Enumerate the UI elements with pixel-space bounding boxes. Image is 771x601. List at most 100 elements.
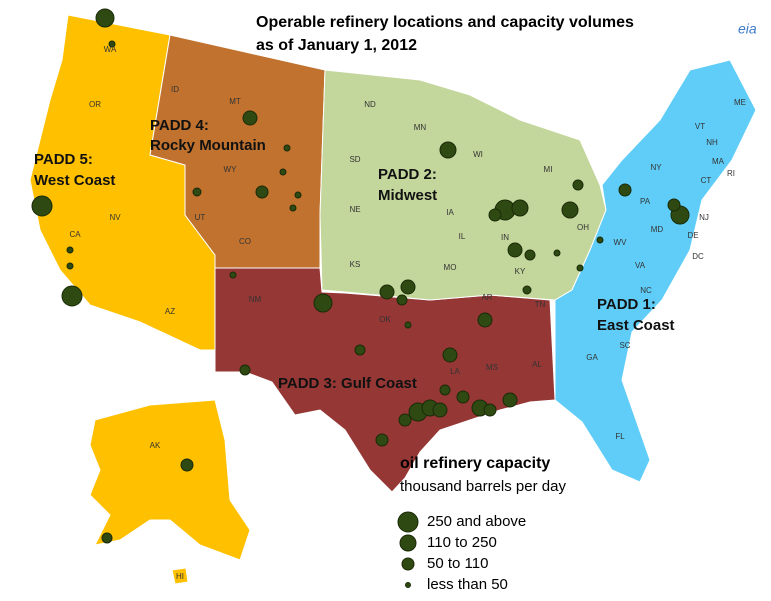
state-label: AZ [165,307,175,316]
state-label: ME [734,98,746,107]
refinery [522,285,532,295]
refinery [66,246,74,254]
refinery [439,384,451,396]
state-label: CO [239,237,251,246]
alaska [89,399,251,561]
refinery [511,199,529,217]
refinery [488,208,502,222]
refinery [375,433,389,447]
refinery [255,185,269,199]
refinery [379,284,395,300]
padd1-region [554,59,757,483]
state-label: PA [640,197,651,206]
state-label: NY [650,163,662,172]
refinery [289,204,297,212]
state-label: OK [379,315,391,324]
refineries [31,8,690,544]
state-label: WA [104,45,117,54]
regions [29,14,757,585]
logo: eia [738,21,757,37]
refinery [294,191,302,199]
state-label: VT [695,122,705,131]
state-label: MA [712,157,725,166]
refinery [242,110,258,126]
refinery [95,8,115,28]
state-label: OR [89,100,101,109]
refinery [239,364,251,376]
refinery [524,249,536,261]
state-label: NE [349,205,360,214]
refinery [502,392,518,408]
refinery [283,144,291,152]
refinery [313,293,333,313]
legend-symbol [405,582,411,588]
state-label: MO [444,263,457,272]
state-label: ID [171,85,179,94]
refinery [61,285,83,307]
refinery [432,402,448,418]
state-label: CA [69,230,81,239]
refinery [442,347,458,363]
state-label: WV [614,238,628,247]
state-label: AR [481,293,492,302]
refinery [507,242,523,258]
padd-label: PADD 4: [150,117,209,134]
legend-label: less than 50 [427,576,508,593]
state-label: HI [176,572,184,581]
legend: 250 and above 110 to 250 50 to 110 less tha… [427,513,526,593]
state-label: WY [224,165,238,174]
refinery [31,195,53,217]
refinery [477,312,493,328]
refinery [483,403,497,417]
state-label: SC [619,341,630,350]
state-label: KS [350,260,361,269]
state-label: IA [446,208,454,217]
legend-symbol [397,511,419,533]
state-label: ND [364,100,376,109]
legend-label: 250 and above [427,513,526,530]
legend-subtitle: thousand barrels per day [400,478,566,495]
state-label: NV [109,213,121,222]
state-label: LA [450,367,460,376]
state-label: AL [532,360,542,369]
refinery [229,271,237,279]
state-label: NJ [699,213,709,222]
refinery [576,264,584,272]
state-label: VA [635,261,646,270]
refinery [279,168,287,176]
refinery [180,458,194,472]
refinery [667,198,681,212]
state-label: GA [586,353,598,362]
refinery [192,187,202,197]
refinery [553,249,561,257]
padd-label: PADD 3: Gulf Coast [278,375,417,392]
refinery [354,344,366,356]
refinery [404,321,412,329]
padd-region: Rocky Mountain [150,137,266,154]
state-label: FL [615,432,625,441]
state-label: RI [727,169,735,178]
refinery [439,141,457,159]
refinery [561,201,579,219]
padd-region: East Coast [597,317,675,334]
padd-region: Midwest [378,187,437,204]
state-label: MD [651,225,664,234]
padd-label: PADD 5: [34,151,93,168]
state-label: IN [501,233,509,242]
refinery [618,183,632,197]
state-label: TN [535,300,546,309]
padd-label: PADD 1: [597,296,656,313]
state-label: IL [459,232,466,241]
refinery [66,262,74,270]
refinery [572,179,584,191]
title: as of January 1, 2012 [256,37,417,54]
state-label: MN [414,123,427,132]
state-label: DE [687,231,698,240]
state-label: KY [515,267,526,276]
padd2-region [319,69,607,301]
refinery [101,532,113,544]
state-label: NH [706,138,718,147]
legend-title: oil refinery capacity [400,455,550,472]
padd-label: PADD 2: [378,166,437,183]
